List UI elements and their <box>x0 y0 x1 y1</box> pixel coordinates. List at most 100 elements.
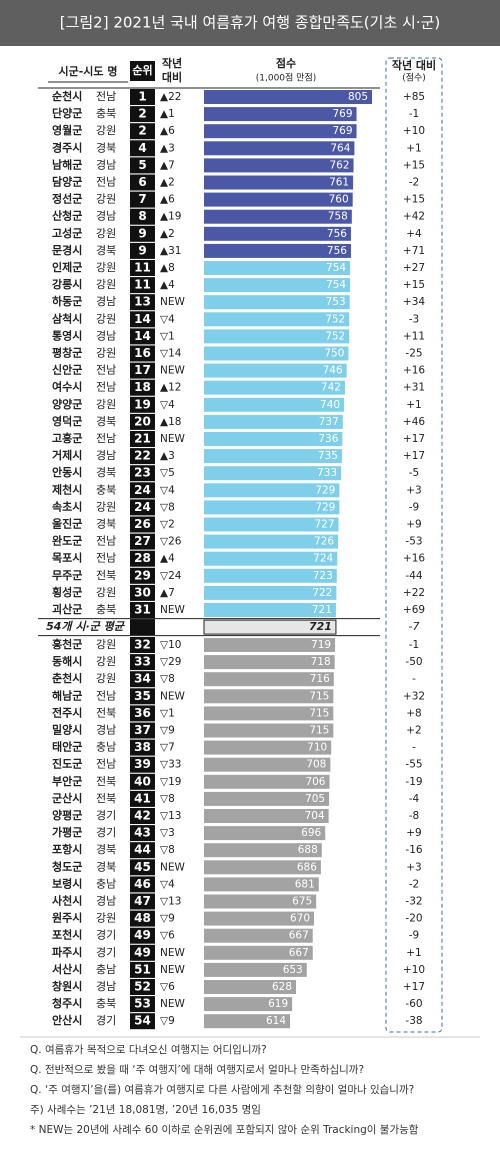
yoy: -20 <box>405 913 422 925</box>
rank: 44 <box>134 843 151 857</box>
bar <box>204 672 334 687</box>
yoy: -8 <box>409 810 419 822</box>
rank-change: ▽33 <box>160 759 181 771</box>
rank: 2 <box>138 124 146 138</box>
avg-yoy: -7 <box>409 620 420 633</box>
rank-change: ▽9 <box>160 913 175 925</box>
rank-box <box>130 465 155 482</box>
city-name: 춘천시 <box>52 671 82 685</box>
score: 696 <box>301 827 321 839</box>
score: 754 <box>326 262 346 274</box>
yoy: +17 <box>403 981 425 993</box>
score: 727 <box>314 519 334 531</box>
rank-box <box>130 345 155 362</box>
rank-change: NEW <box>160 998 185 1010</box>
rank: 14 <box>134 312 151 326</box>
yoy: +71 <box>403 245 425 257</box>
rank-box <box>130 277 155 294</box>
rank: 8 <box>138 209 146 223</box>
rank-change: ▲6 <box>160 194 175 206</box>
rank-header-box <box>130 61 155 81</box>
province: 전남 <box>96 689 116 702</box>
province: 전남 <box>96 364 116 377</box>
bar <box>204 534 339 549</box>
rank-box <box>130 584 155 601</box>
rank: 45 <box>134 860 151 874</box>
province: 경남 <box>96 295 116 308</box>
yoy: +31 <box>403 382 425 394</box>
yoy: +8 <box>406 707 421 719</box>
rank: 30 <box>134 585 151 599</box>
city-name: 순천시 <box>52 89 82 103</box>
score: 715 <box>309 725 329 737</box>
rank-box <box>130 705 155 722</box>
rank-box <box>130 533 155 550</box>
rank: 13 <box>134 295 151 309</box>
yoy: +69 <box>403 604 425 616</box>
rank-box <box>130 739 155 756</box>
yoy: -9 <box>409 501 419 513</box>
city-name: 목포시 <box>52 552 82 565</box>
rank-box <box>130 482 155 499</box>
city-name: 산청군 <box>52 209 82 223</box>
bar <box>204 740 332 755</box>
score: 753 <box>326 296 346 308</box>
city-name: 청도군 <box>52 859 82 873</box>
rank-change: NEW <box>160 947 185 959</box>
city-name: 하동군 <box>52 294 82 308</box>
bar <box>204 911 315 926</box>
score: 746 <box>323 365 343 377</box>
title: [그림2] 2021년 국내 여름휴가 여행 종합만족도(기초 시·군) <box>60 14 441 32</box>
score: 708 <box>306 759 326 771</box>
province: 강원 <box>96 500 116 513</box>
bar <box>204 655 335 670</box>
rank-change: ▽29 <box>160 656 181 668</box>
rank-change: ▲3 <box>160 142 175 154</box>
yoy: +15 <box>403 159 425 171</box>
rank-change: ▲22 <box>160 91 181 103</box>
province: 경북 <box>96 244 116 257</box>
rank: 48 <box>134 911 151 925</box>
rank-change: ▲7 <box>160 587 175 599</box>
rank-box <box>130 756 155 773</box>
city-name: 횡성군 <box>52 585 82 599</box>
city-name: 서산시 <box>52 962 82 976</box>
yoy: +17 <box>403 450 425 462</box>
rank-box <box>130 722 155 739</box>
rank: 20 <box>134 414 151 428</box>
city-name: 제천시 <box>52 482 82 496</box>
bar <box>204 791 330 806</box>
score: 719 <box>311 639 331 651</box>
city-name: 남해군 <box>52 157 82 171</box>
rank-change: NEW <box>160 296 185 308</box>
rank-box <box>130 979 155 995</box>
rank: 47 <box>134 894 151 908</box>
note: 주) 사례수는 ’21년 18,081명, ’20년 16,035 명임 <box>30 1103 261 1116</box>
score: 628 <box>272 981 292 993</box>
rank-box <box>130 174 155 191</box>
city-name: 파주시 <box>52 945 82 959</box>
rank: 22 <box>134 449 151 463</box>
score: 722 <box>312 587 332 599</box>
score: 756 <box>327 228 347 240</box>
yoy: - <box>412 742 416 754</box>
rank: 11 <box>134 261 151 275</box>
rank: 16 <box>134 346 151 360</box>
rank-change: ▽2 <box>160 519 175 531</box>
yoy: +15 <box>403 194 425 206</box>
rank-change: ▲8 <box>160 262 175 274</box>
province: 강원 <box>96 347 116 360</box>
rank-change: ▽4 <box>160 313 175 325</box>
city-name: 삼척시 <box>52 311 82 325</box>
city-name: 경주시 <box>52 140 82 154</box>
city-name: 가평군 <box>52 825 82 839</box>
rank-change: ▽24 <box>160 570 182 582</box>
province: 전남 <box>96 381 116 394</box>
rank-box <box>130 808 155 824</box>
rank: 9 <box>138 243 146 257</box>
yoy: -19 <box>405 776 422 788</box>
rank-change: ▲6 <box>160 125 175 137</box>
bar <box>204 500 340 515</box>
city-name: 청주시 <box>52 996 82 1010</box>
city-name: 보령시 <box>52 877 82 890</box>
